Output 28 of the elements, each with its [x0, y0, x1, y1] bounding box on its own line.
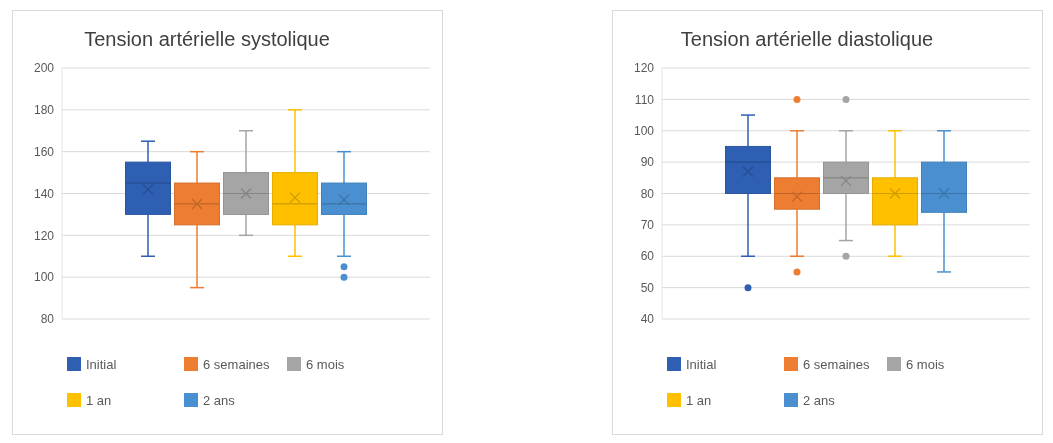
y-tick-label: 40: [640, 312, 655, 327]
legend-label: Initial: [686, 356, 717, 372]
legend-label: 2 ans: [803, 392, 836, 408]
y-tick-label: 180: [33, 103, 55, 118]
y-tick-label: 100: [633, 123, 655, 138]
y-tick-label: 120: [633, 61, 655, 76]
y-tick-label: 100: [33, 270, 55, 285]
legend-label: 6 semaines: [203, 356, 270, 372]
y-tick-label: 160: [33, 144, 55, 159]
y-tick-label: 70: [640, 218, 655, 233]
y-tick-label: 110: [634, 92, 655, 107]
legend-label: 6 semaines: [803, 356, 870, 372]
y-tick-label: 50: [640, 280, 655, 295]
legend-label: 2 ans: [203, 392, 236, 408]
chart-title: Tension artérielle systolique: [84, 28, 330, 50]
chart-title: Tension artérielle diastolique: [680, 28, 934, 50]
y-tick-label: 140: [33, 186, 55, 201]
y-tick-label: 80: [40, 312, 55, 327]
y-tick-label: 200: [33, 61, 55, 76]
legend-label: 1 an: [86, 392, 112, 408]
y-tick-label: 80: [640, 186, 655, 201]
y-tick-label: 60: [640, 249, 655, 264]
legend-label: 6 mois: [906, 356, 945, 372]
y-tick-label: 90: [640, 155, 655, 170]
y-tick-label: 120: [33, 228, 55, 243]
legend-label: 6 mois: [306, 356, 345, 372]
legend-label: 1 an: [686, 392, 712, 408]
legend-label: Initial: [86, 356, 117, 372]
